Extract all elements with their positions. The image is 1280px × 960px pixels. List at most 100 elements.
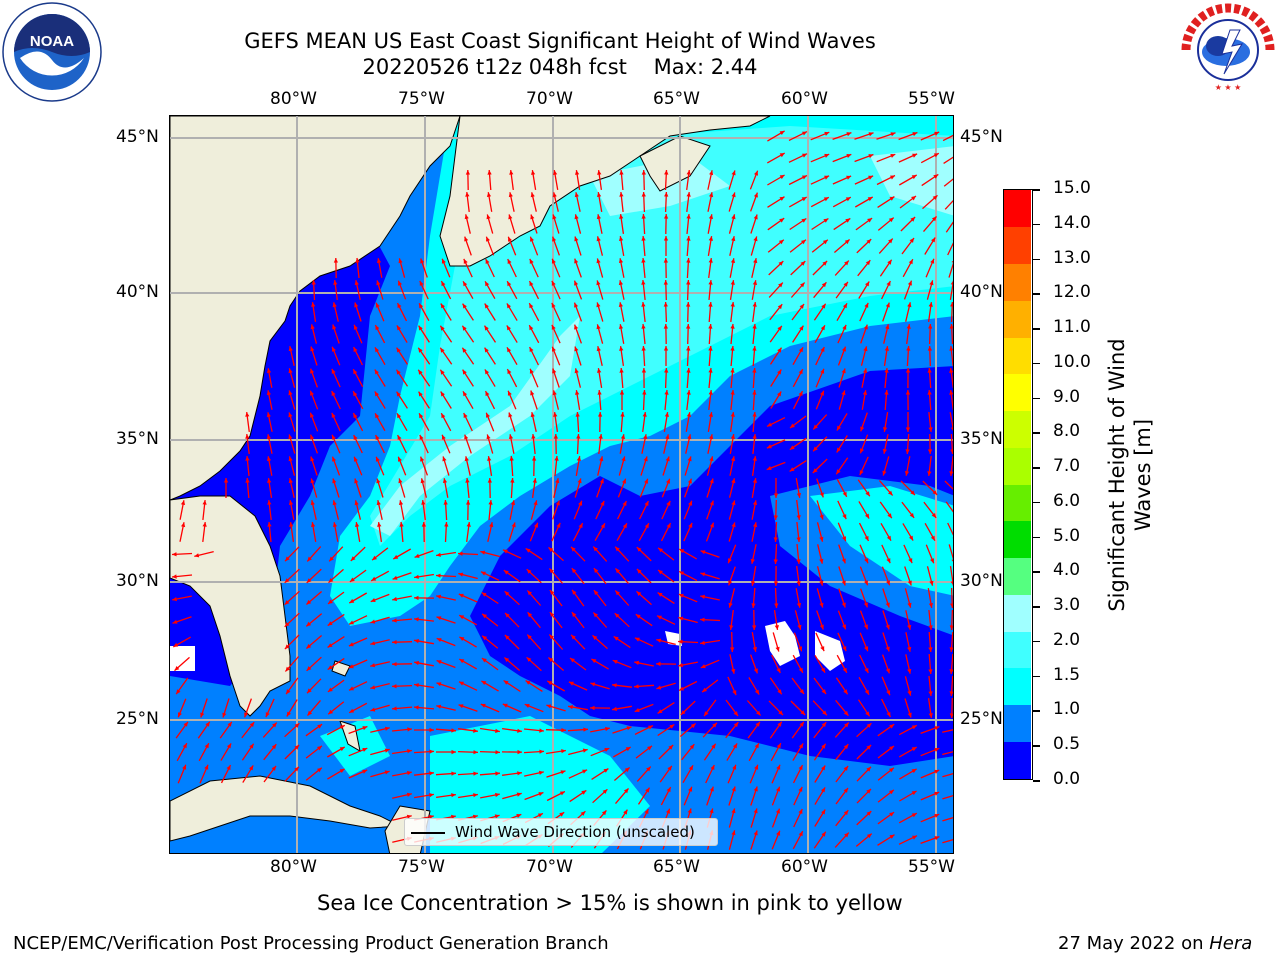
wave-direction-arrowhead [370,707,376,712]
wave-direction-arrowhead [504,657,510,663]
wave-direction-arrowhead [349,577,355,582]
colorbar-tick [1033,432,1040,434]
wave-direction-arrowhead [657,592,663,597]
wave-direction-arrowhead [933,153,939,158]
wave-direction-arrowhead [174,666,180,671]
wave-direction-arrowhead [267,500,272,505]
wave-direction-arrowhead [907,624,912,630]
wave-direction-arrowhead [508,214,513,220]
wave-direction-arrowhead [841,346,846,352]
wave-direction-arrowhead [843,689,848,695]
wave-direction-arrowhead [865,281,870,287]
wave-direction-arrowhead [306,666,312,671]
wave-direction-arrowhead [667,765,672,771]
wave-direction-arrowhead [267,478,272,483]
wave-direction-arrowhead [441,258,446,264]
wave-direction-arrowhead [836,469,841,475]
wave-direction-arrowhead [376,280,381,286]
wave-direction-arrowhead [574,346,579,352]
wave-direction-arrowhead [819,514,824,520]
wave-direction-arrowhead [414,553,420,558]
wave-direction-arrowhead [656,638,662,643]
lon-label-bottom: 60°W [781,857,828,877]
map-canvas [170,116,953,853]
wave-direction-arrowhead [686,258,691,263]
wave-direction-arrowhead [530,192,535,198]
wave-direction-arrowhead [436,594,442,599]
wave-direction-arrowhead [574,368,579,374]
wave-direction-arrowhead [775,646,780,652]
wave-direction-arrowhead [622,478,626,484]
wave-direction-arrowhead [634,708,640,712]
wave-direction-arrowhead [183,721,188,727]
wave-direction-arrowhead [907,690,912,696]
wave-direction-arrowhead [310,478,315,484]
lon-label-top: 55°W [908,89,955,109]
colorbar-tick [1033,467,1040,469]
wave-direction-arrowhead [436,638,442,642]
wave-direction-arrowhead [529,258,534,264]
wave-direction-arrowhead [284,644,290,650]
wave-direction-arrowhead [731,522,736,528]
wave-direction-arrowhead [549,634,554,640]
wave-direction-arrowhead [886,558,891,564]
wave-direction-arrowhead [375,302,380,308]
wave-direction-arrowhead [481,680,487,685]
wave-direction-arrowhead [376,478,381,484]
wave-direction-arrowhead [641,170,646,175]
wave-direction-arrowhead [436,660,442,665]
wave-direction-arrowhead [421,500,426,505]
wave-direction-arrowhead [704,711,709,717]
wave-direction-arrowhead [863,624,868,630]
wave-direction-arrowhead [561,749,566,754]
wave-direction-arrowhead [842,536,846,542]
wave-direction-arrowhead [912,132,918,137]
wave-direction-arrowhead [950,581,953,586]
wave-direction-arrowhead [709,786,714,792]
wave-direction-arrowhead [621,456,626,462]
wave-direction-arrowhead [436,573,441,578]
wave-direction-arrowhead [406,814,412,819]
colorbar-swatch [1004,741,1031,779]
wave-direction-arrowhead [911,175,917,180]
wave-direction-arrowhead [664,390,669,395]
lat-label-left: 35°N [116,429,159,449]
wave-direction-arrow [947,242,953,256]
wave-direction-arrowhead [666,500,671,506]
wave-direction-arrow [945,221,953,233]
land-bahamas [331,660,351,677]
wave-direction-arrowhead [307,710,313,716]
wave-direction-arrowhead [572,589,577,595]
wave-direction-arrowhead [949,669,953,674]
wave-direction-arrowhead [687,808,692,814]
wave-direction-arrowhead [732,743,738,749]
wave-direction-arrowhead [530,412,535,418]
wave-direction-arrowhead [561,728,566,733]
colorbar-tick-label: 5.0 [1053,525,1081,546]
wave-direction-arrowhead [556,522,561,528]
wave-direction-arrowhead [813,424,818,430]
wave-direction-arrowhead [375,325,380,331]
wave-direction-arrowhead [178,712,182,718]
wave-direction-arrowhead [709,434,714,440]
wave-direction-arrowhead [355,522,360,527]
wave-direction-arrowhead [859,470,864,476]
wave-direction-arrowhead [173,642,179,647]
wave-direction-arrowhead [845,218,851,223]
wave-direction-arrowhead [559,791,565,796]
wave-direction-arrowhead [949,368,953,373]
wave-direction-arrowhead [709,478,714,484]
wave-direction-arrowhead [686,324,691,329]
wave-direction-arrowhead [819,536,824,542]
wave-direction-arrowhead [778,282,783,288]
wave-direction-arrowhead [752,625,757,630]
wave-direction-arrowhead [819,602,824,608]
wave-direction-arrowhead [495,792,500,798]
wave-direction-arrowhead [658,570,663,575]
colorbar-tick [1033,536,1040,539]
wave-direction-arrowhead [889,767,894,773]
wave-direction-arrowhead [728,558,732,564]
wave-direction-arrowhead [776,668,781,673]
wave-direction-arrowhead [729,625,734,630]
wave-direction-arrowhead [619,214,624,219]
